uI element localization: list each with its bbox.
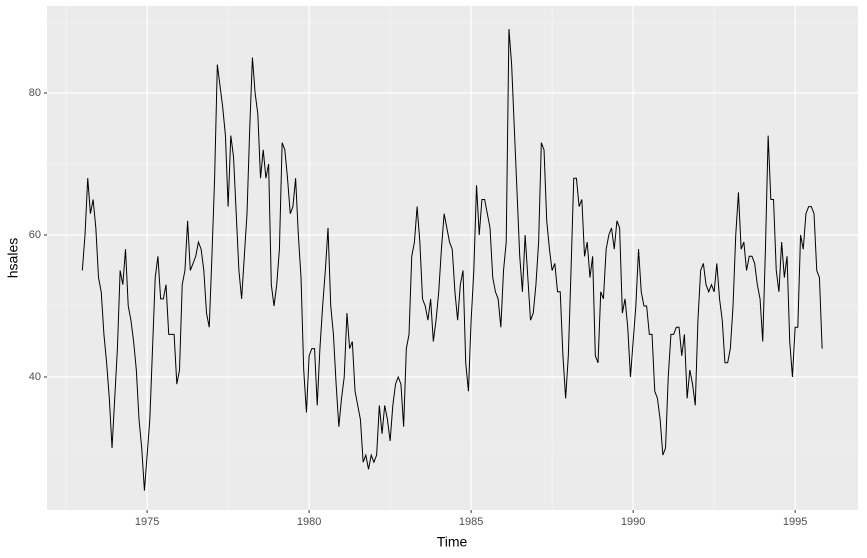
- x-tick-label: 1995: [783, 516, 807, 528]
- y-tick-label: 60: [29, 229, 41, 241]
- x-axis-title: Time: [437, 534, 468, 550]
- x-tick-label: 1985: [459, 516, 483, 528]
- y-axis-title: hsales: [5, 238, 21, 278]
- x-tick-label: 1975: [135, 516, 159, 528]
- y-tick-label: 40: [29, 371, 41, 383]
- series-line: [81, 29, 823, 491]
- x-tick-label: 1980: [297, 516, 321, 528]
- x-tick-label: 1990: [621, 516, 645, 528]
- y-tick-label: 80: [29, 87, 41, 99]
